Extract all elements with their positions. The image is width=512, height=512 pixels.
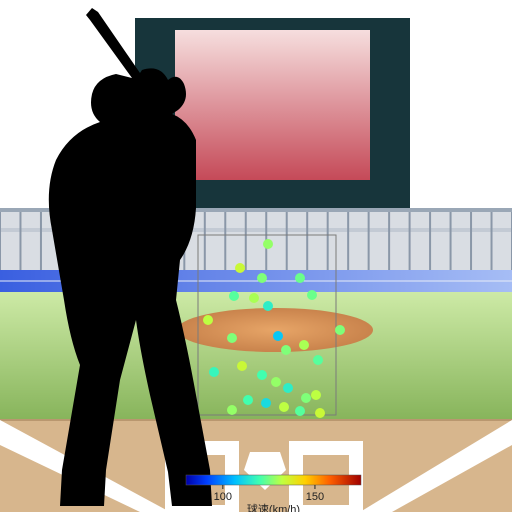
pitch-point [227, 333, 237, 343]
pitch-point [263, 239, 273, 249]
pitch-point [313, 355, 323, 365]
pitch-point [273, 331, 283, 341]
pitch-point [235, 263, 245, 273]
pitch-point [311, 390, 321, 400]
pitch-point [263, 301, 273, 311]
pitch-point [279, 402, 289, 412]
pitch-point [249, 293, 259, 303]
pitch-point [301, 393, 311, 403]
pitch-point [315, 408, 325, 418]
colorbar-tick: 100 [214, 491, 232, 503]
pitch-point [237, 361, 247, 371]
pitch-point [295, 273, 305, 283]
pitch-point [299, 340, 309, 350]
pitch-point [335, 325, 345, 335]
pitch-point [227, 405, 237, 415]
pitch-point [257, 370, 267, 380]
pitch-point [257, 273, 267, 283]
pitch-point [229, 291, 239, 301]
pitch-point [281, 345, 291, 355]
pitch-point [271, 377, 281, 387]
pitch-point [203, 315, 213, 325]
pitch-point [209, 367, 219, 377]
pitch-point [283, 383, 293, 393]
pitch-point [243, 395, 253, 405]
pitch-point [261, 398, 271, 408]
pitch-point [295, 406, 305, 416]
colorbar-label: 球速(km/h) [247, 502, 300, 512]
pitch-point [307, 290, 317, 300]
colorbar-tick: 150 [306, 491, 324, 503]
